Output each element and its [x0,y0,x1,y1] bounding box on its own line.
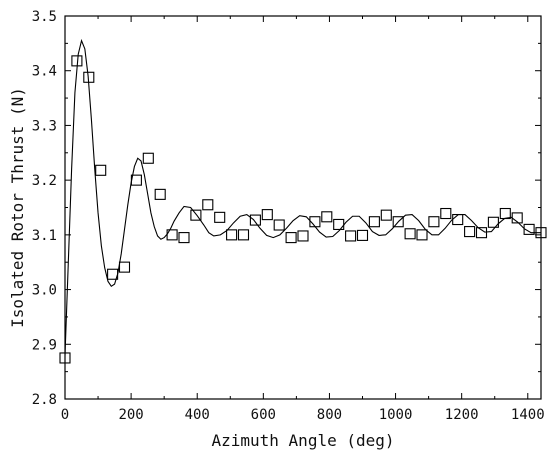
data-point-square [487,216,499,228]
x-tick-label: 400 [185,407,210,423]
data-point-square [499,207,511,220]
y-tick-label: 2.8 [32,392,57,408]
data-point-square [154,188,166,200]
data-point-square [118,261,131,273]
data-point-square [226,229,238,241]
data-point-square [297,230,309,242]
data-point-square [309,216,321,228]
y-axis-label: Isolated Rotor Thrust (N) [8,87,27,328]
data-point-square [475,227,488,239]
x-axis-label: Azimuth Angle (deg) [211,431,394,450]
y-tick-label: 2.9 [32,337,57,353]
plot-frame [64,15,542,400]
x-tick-label: 0 [61,407,69,423]
y-tick-label: 3.3 [32,118,57,134]
plot-area [59,38,547,364]
data-point-square [321,211,333,223]
x-tick-label: 800 [317,407,342,423]
data-point-square [249,214,261,226]
data-point-square [273,219,285,231]
x-tick-label: 1400 [511,407,545,423]
x-tick-label: 1200 [445,407,479,423]
data-point-square [142,152,154,164]
data-point-square [523,223,535,235]
data-point-square [83,71,95,83]
data-point-square [428,216,440,228]
data-point-square [511,212,523,224]
axes: 0 200 400 600 800 1000 1200 1400 2.8 2.9 3.0 3.1 3.2… [32,9,545,423]
data-point-square [237,229,250,241]
data-point-square [130,174,142,186]
data-point-square [452,213,464,226]
data-point-square [107,268,119,280]
data-point-square [392,216,404,228]
data-point-square [95,164,107,176]
y-tick-label: 3.0 [32,283,57,299]
data-point-square [202,199,214,211]
x-tick-label: 600 [251,407,276,423]
data-point-square [464,226,476,238]
data-point-square [368,216,380,228]
data-point-square [416,229,428,241]
data-point-square [333,218,345,231]
series-line [65,38,541,356]
data-point-square [190,209,202,221]
y-tick-label: 3.2 [32,173,57,189]
data-point-square [440,207,452,220]
y-tick-label: 3.1 [32,228,57,244]
data-point-square [214,211,226,223]
data-point-square [71,55,83,67]
data-point-square [404,228,416,240]
x-tick-label: 1000 [379,407,413,423]
data-point-square [166,229,178,241]
x-tick-label: 200 [118,407,143,423]
y-tick-label: 3.5 [32,9,57,25]
data-point-square [356,229,369,241]
data-point-square [261,209,273,221]
y-tick-label: 3.4 [32,64,57,80]
data-point-square [285,232,297,244]
data-point-square [380,209,392,221]
data-point-square [345,230,357,242]
marker-series [59,55,547,364]
data-point-square [178,232,190,244]
